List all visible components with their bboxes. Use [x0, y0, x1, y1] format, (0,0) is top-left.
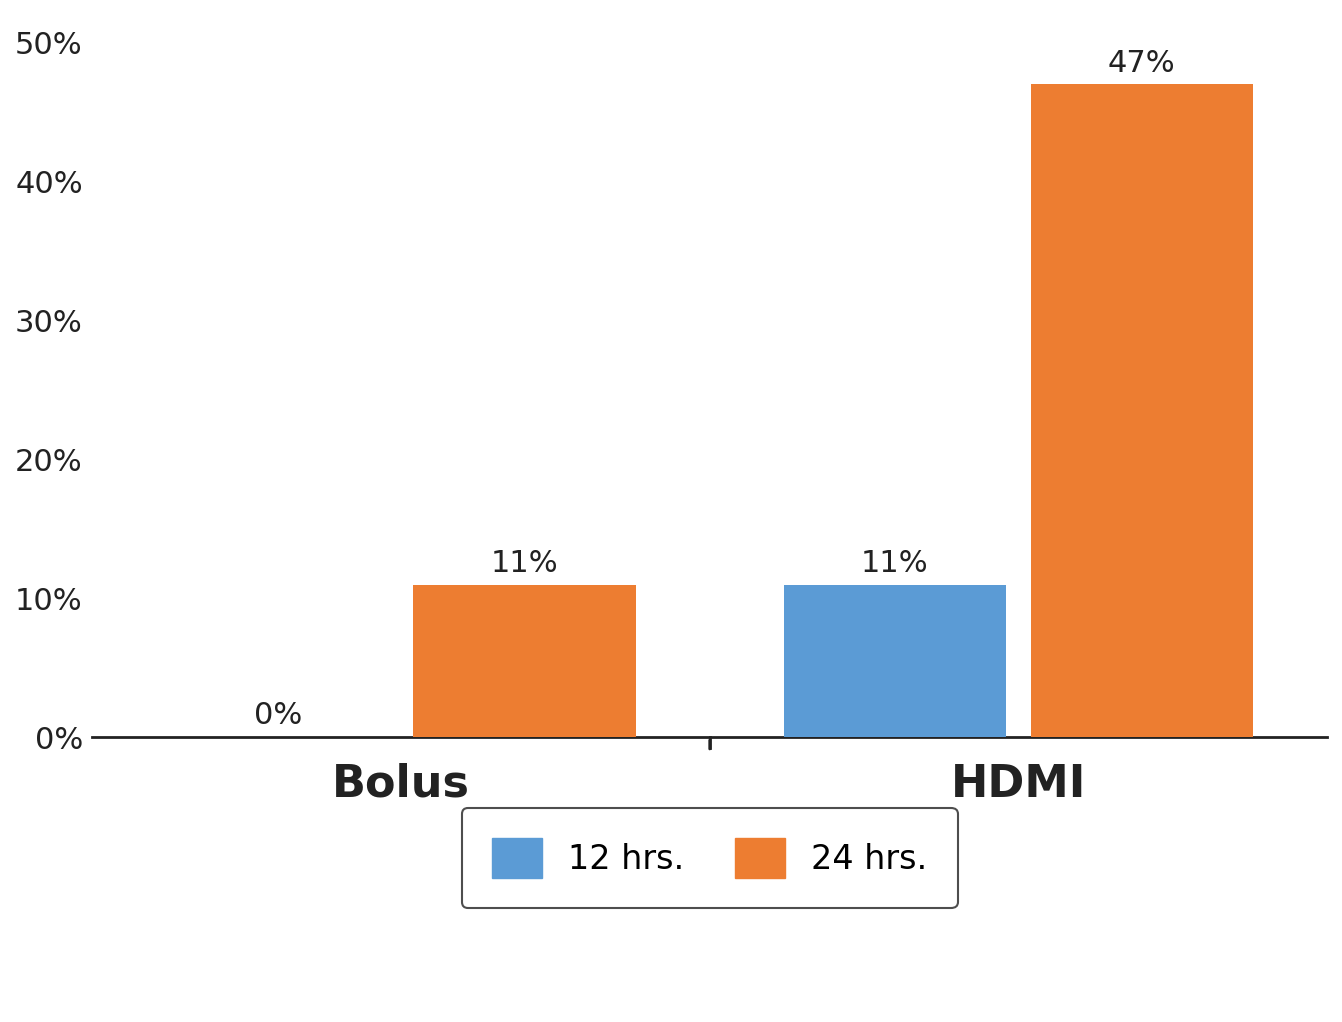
Bar — [1031, 85, 1253, 737]
Bar — [784, 585, 1006, 737]
Text: 0%: 0% — [254, 701, 302, 731]
Bar — [413, 585, 636, 737]
Text: 11%: 11% — [862, 549, 929, 577]
Legend: 12 hrs., 24 hrs.: 12 hrs., 24 hrs. — [462, 807, 958, 909]
Text: 11%: 11% — [491, 549, 558, 577]
Text: 47%: 47% — [1108, 48, 1176, 78]
